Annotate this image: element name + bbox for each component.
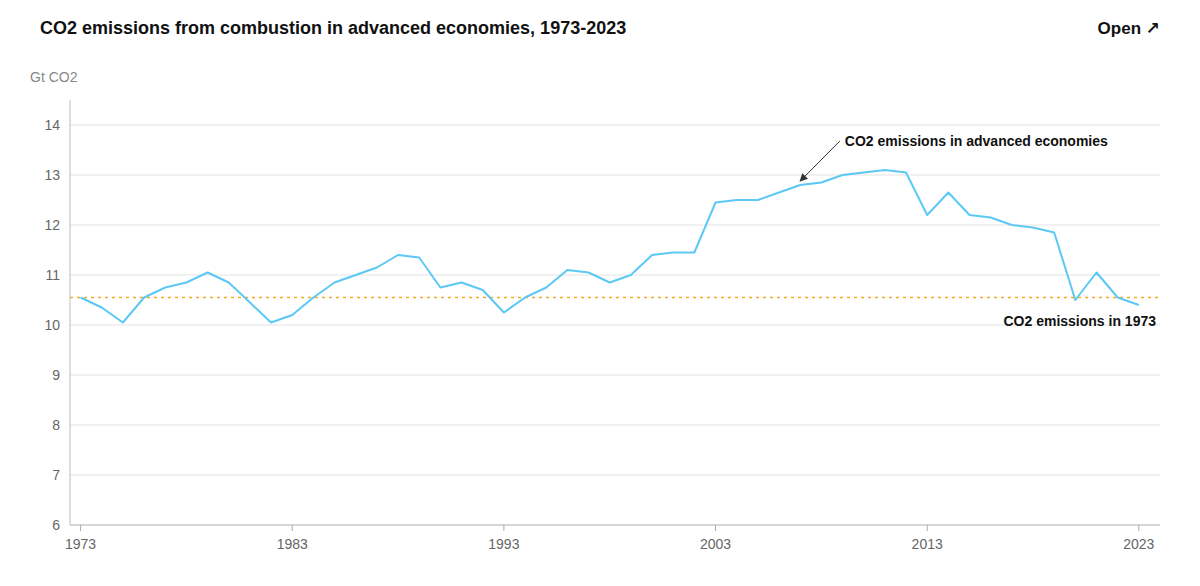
- grid-line: [70, 275, 1160, 276]
- annotation: Open ↗: [1098, 19, 1160, 38]
- grid-line: [70, 125, 1160, 126]
- y-tick-label: 10: [44, 317, 60, 333]
- plot-area: [70, 170, 1160, 323]
- x-tick-label: 2013: [912, 536, 943, 552]
- x-tick: [1138, 525, 1139, 531]
- y-tick-label: 8: [52, 417, 60, 433]
- grid-line: [70, 425, 1160, 426]
- x-tick-label: 1973: [65, 536, 96, 552]
- y-tick-label: 6: [52, 517, 60, 533]
- annotation-arrow: [800, 141, 840, 181]
- x-tick: [292, 525, 293, 531]
- x-tick: [927, 525, 928, 531]
- y-tick-label: 13: [44, 167, 60, 183]
- y-tick-label: 14: [44, 117, 60, 133]
- grid-line: [70, 175, 1160, 176]
- grid-line: [70, 475, 1160, 476]
- x-tick-label: 2023: [1123, 536, 1154, 552]
- x-tick: [503, 525, 504, 531]
- grid-line: [70, 375, 1160, 376]
- series-line: [81, 170, 1139, 323]
- y-axis-line: [70, 100, 71, 525]
- reference-line: [70, 297, 1160, 299]
- grid-line: [70, 225, 1160, 226]
- grid: [70, 125, 1160, 525]
- y-axis-label: Gt CO2: [30, 69, 78, 85]
- y-tick-label: 11: [45, 267, 60, 283]
- series-label: CO2 emissions in advanced economies: [845, 133, 1108, 149]
- reference-label: CO2 emissions in 1973: [1003, 313, 1156, 329]
- x-tick-label: 2003: [700, 536, 731, 552]
- x-tick: [715, 525, 716, 531]
- title: CO2 emissions from combustion in advance…: [40, 18, 626, 38]
- chart: CO2 emissions from combustion in advance…: [0, 0, 1200, 586]
- x-tick: [80, 525, 81, 531]
- y-tick-label: 9: [52, 367, 60, 383]
- y-tick-label: 7: [52, 467, 60, 483]
- y-tick-label: 12: [44, 217, 60, 233]
- x-axis-line: [70, 525, 1160, 526]
- grid-line: [70, 525, 1160, 526]
- grid-line: [70, 325, 1160, 326]
- x-tick-label: 1983: [277, 536, 308, 552]
- x-tick-label: 1993: [488, 536, 519, 552]
